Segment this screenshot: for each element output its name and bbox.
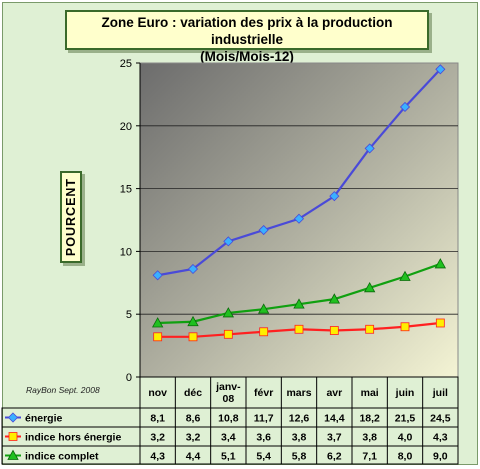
y-axis-label-box: POURCENT (60, 171, 82, 263)
data-point (153, 332, 163, 342)
category-label: nov (148, 387, 167, 399)
category-label: juil (432, 387, 448, 399)
data-point (399, 101, 411, 113)
category-label: mai (361, 387, 379, 399)
category-label: juin (395, 387, 415, 399)
chart-credit: RayBon Sept. 2008 (26, 385, 100, 395)
data-value-label: 9,0 (433, 451, 448, 463)
data-value-label: 7,1 (362, 451, 377, 463)
data-point (187, 263, 199, 275)
category-label: avr (326, 387, 342, 399)
data-value-label: 8,0 (398, 451, 413, 463)
legend-label: indice hors énergie (25, 432, 121, 444)
legend-label: énergie (25, 413, 63, 425)
data-value-label: 3,2 (186, 432, 201, 444)
data-value-label: 8,6 (186, 413, 201, 425)
data-point (259, 327, 269, 337)
data-value-label: 21,5 (395, 413, 416, 425)
data-value-label: 14,4 (324, 413, 345, 425)
data-point (187, 315, 199, 327)
data-value-label: 24,5 (430, 413, 451, 425)
data-point (435, 318, 445, 328)
data-value-label: 3,6 (256, 432, 271, 444)
data-point (364, 143, 375, 154)
data-point (435, 64, 446, 75)
y-tick-label: 20 (120, 121, 132, 133)
data-value-label: 4,3 (433, 432, 448, 444)
data-value-label: 12,6 (289, 413, 310, 425)
y-tick-label: 15 (120, 184, 132, 196)
data-value-label: 4,4 (186, 451, 201, 463)
data-value-label: 8,1 (150, 413, 165, 425)
category-label: 08 (222, 393, 234, 405)
y-tick-label: 25 (120, 58, 132, 70)
data-point (152, 270, 163, 281)
legend-label: indice complet (25, 451, 99, 463)
y-tick-label: 10 (120, 246, 132, 258)
data-point (258, 224, 269, 236)
data-value-label: 18,2 (359, 413, 380, 425)
data-point (365, 324, 375, 334)
y-tick-label: 5 (126, 309, 132, 321)
data-point (257, 303, 270, 314)
data-point (294, 324, 304, 334)
data-value-label: 11,7 (254, 413, 274, 425)
legend-marker (8, 432, 18, 441)
data-point (293, 213, 305, 224)
data-point (434, 258, 447, 269)
data-point (222, 307, 235, 318)
data-point (328, 293, 341, 304)
data-value-label: 3,8 (292, 432, 307, 444)
data-value-label: 6,2 (327, 451, 342, 463)
data-value-label: 4,3 (150, 451, 165, 463)
category-label: mars (286, 387, 311, 399)
data-point (329, 191, 340, 202)
legend-marker (7, 412, 19, 423)
chart-title-line-1: Zone Euro : variation des prix à la prod… (101, 15, 393, 47)
data-point (400, 322, 410, 332)
data-point (188, 332, 198, 342)
data-value-label: 3,8 (362, 432, 377, 444)
data-point (399, 270, 411, 281)
data-value-label: 3,7 (327, 432, 342, 444)
data-value-label: 5,1 (221, 451, 236, 463)
data-value-label: 5,4 (256, 451, 271, 463)
data-point (293, 298, 305, 309)
category-label: févr (254, 387, 273, 399)
data-value-label: 5,8 (292, 451, 307, 463)
legend-marker (7, 449, 19, 460)
data-value-label: 10,8 (218, 413, 239, 425)
data-point (329, 326, 339, 335)
chart-title-line-2: (Mois/Mois-12) (200, 49, 294, 64)
category-label: déc (184, 387, 202, 399)
data-point (223, 236, 234, 247)
data-point (363, 282, 376, 293)
data-value-label: 4,0 (398, 432, 413, 444)
data-point (223, 329, 233, 339)
data-value-label: 3,4 (221, 432, 236, 444)
data-point (151, 317, 164, 328)
data-value-label: 3,2 (150, 432, 165, 444)
category-label: janv- (215, 381, 241, 393)
chart-title-box: Zone Euro : variation des prix à la prod… (65, 10, 429, 64)
y-tick-label: 0 (126, 372, 132, 384)
